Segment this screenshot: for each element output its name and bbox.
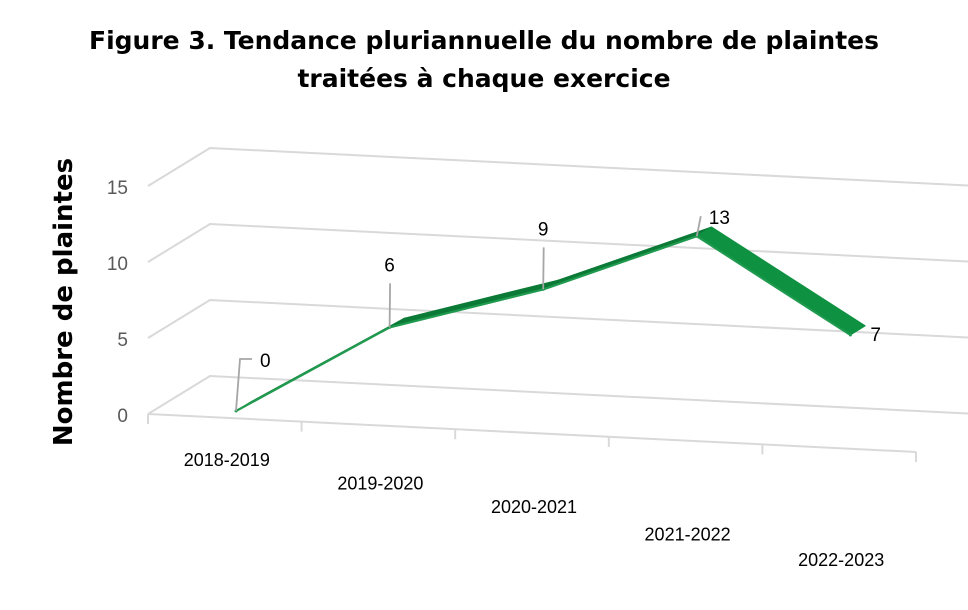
x-axis bbox=[147, 413, 917, 462]
leader-line bbox=[235, 358, 252, 412]
data-labels: 0 6 9 13 7 bbox=[235, 208, 881, 412]
gridline-15 bbox=[147, 146, 968, 187]
x-axis-categories: 2018-2019 2019-2020 2020-2021 2021-2022 2022… bbox=[184, 450, 884, 570]
series-ribbon-segment bbox=[696, 226, 866, 336]
chart-title-line-1: Figure 3. Tendance pluriannuelle du nomb… bbox=[89, 26, 879, 55]
x-category-label: 2019-2020 bbox=[337, 473, 423, 493]
chart-title-line-2: traitées à chaque exercice bbox=[297, 64, 671, 93]
gridline-10 bbox=[147, 222, 968, 263]
gridline-5 bbox=[147, 298, 968, 339]
y-tick-label: 0 bbox=[117, 406, 128, 427]
x-category-label: 2021-2022 bbox=[645, 525, 731, 545]
data-label: 6 bbox=[384, 255, 395, 276]
leader-line bbox=[542, 247, 545, 290]
x-category-label: 2020-2021 bbox=[491, 497, 577, 517]
x-category-label: 2022-2023 bbox=[798, 550, 884, 570]
y-tick-label: 5 bbox=[117, 330, 128, 351]
y-tick-label: 15 bbox=[107, 178, 128, 199]
data-label: 0 bbox=[260, 351, 271, 372]
y-tick-label: 10 bbox=[107, 254, 128, 275]
leader-line bbox=[695, 216, 702, 237]
leader-line bbox=[388, 283, 391, 328]
data-point bbox=[848, 333, 852, 337]
data-series bbox=[234, 226, 866, 413]
data-label: 13 bbox=[709, 208, 730, 229]
x-category-label: 2018-2019 bbox=[184, 450, 270, 470]
data-label: 7 bbox=[870, 325, 881, 346]
x-axis-line bbox=[147, 413, 917, 453]
chart-title: Figure 3. Tendance pluriannuelle du nomb… bbox=[0, 22, 968, 98]
y-axis-ticks: 0 5 10 15 bbox=[107, 178, 128, 427]
data-label: 9 bbox=[538, 219, 549, 240]
gridline-0 bbox=[147, 374, 968, 415]
